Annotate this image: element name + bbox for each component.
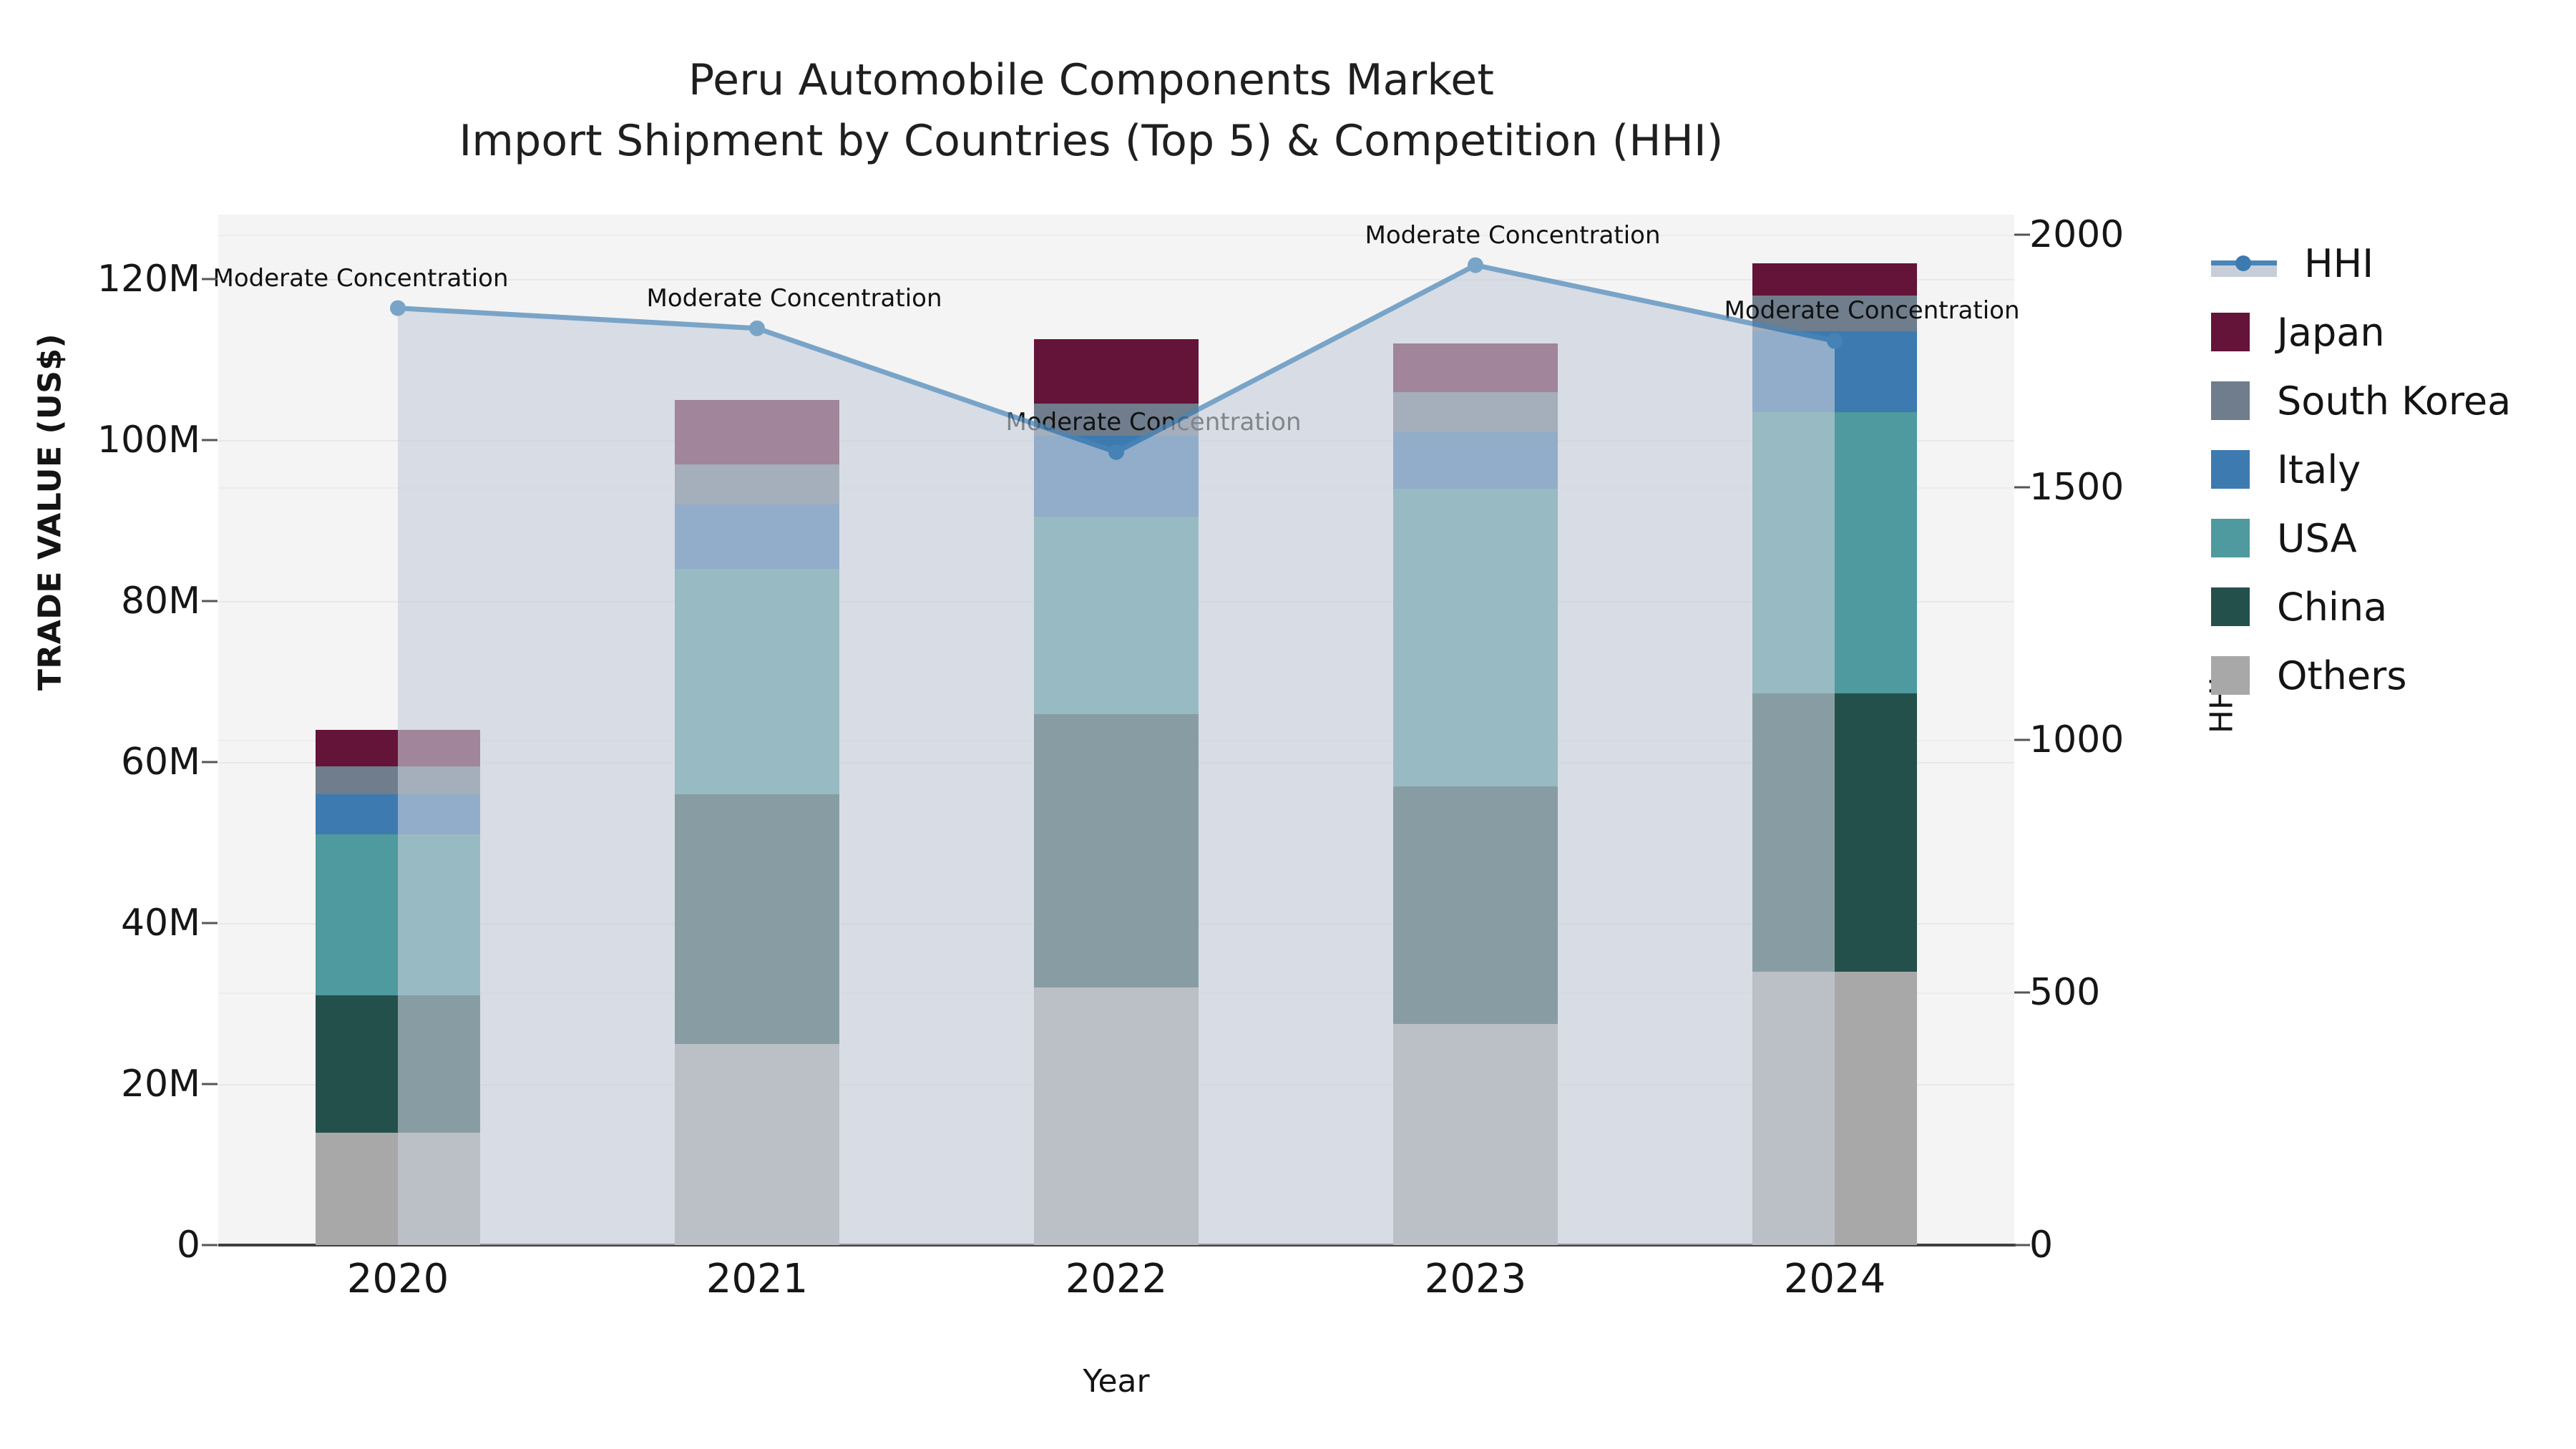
annotation-2024: Moderate Concentration [1724, 296, 2020, 326]
legend-color-swatch-icon [2211, 656, 2250, 695]
annotation-2022: Moderate Concentration [1005, 407, 1302, 436]
annotation-2023: Moderate Concentration [1365, 220, 1661, 250]
y-axis-left-tick-mark [202, 761, 218, 763]
bar-segment-south-korea[interactable] [1393, 391, 1558, 432]
bar-segment-south-korea[interactable] [316, 766, 480, 794]
bar-segment-china[interactable] [1393, 786, 1558, 1024]
legend-color-swatch-icon [2211, 587, 2250, 626]
legend-item-label: China [2277, 584, 2388, 630]
y-axis-right-tick-mark [2014, 738, 2030, 741]
bar-segment-italy[interactable] [1034, 436, 1199, 517]
bar-segment-others[interactable] [675, 1043, 839, 1245]
legend-item-label: HHI [2304, 240, 2374, 286]
y-axis-right-tick-mark [2014, 233, 2030, 236]
y-axis-right-tick-label: 1000 [2029, 718, 2124, 762]
x-axis-line [218, 1244, 2016, 1246]
bar-segment-others[interactable] [316, 1132, 480, 1245]
y-axis-right-tick-mark [2014, 486, 2030, 489]
legend-color-swatch-icon [2211, 450, 2250, 489]
bar-segment-japan[interactable] [1393, 343, 1558, 392]
bar-segment-china[interactable] [1034, 713, 1199, 987]
y-axis-left-tick-label: 60M [120, 741, 200, 784]
legend-item-label: USA [2277, 515, 2357, 561]
y-axis-left-tick-mark [202, 1244, 218, 1246]
legend-item-others[interactable]: Others [2211, 641, 2569, 710]
y-axis-right-tick-label: 500 [2029, 971, 2101, 1015]
legend-item-label: South Korea [2277, 378, 2512, 424]
bar-segment-japan[interactable] [1034, 339, 1199, 404]
bar-segment-china[interactable] [1752, 693, 1917, 972]
bar-segment-usa[interactable] [1034, 516, 1199, 714]
y-axis-left-tick-label: 40M [120, 902, 200, 945]
legend-item-hhi[interactable]: HHI [2211, 229, 2569, 298]
legend: HHI Japan South Korea Italy USA China Others [2211, 229, 2569, 710]
y-axis-right-tick-label: 0 [2029, 1224, 2054, 1267]
bar-group-2023[interactable] [1393, 215, 1558, 1245]
bar-segment-japan[interactable] [1752, 263, 1917, 296]
legend-color-swatch-icon [2211, 519, 2250, 557]
y-axis-left-tick-mark [202, 278, 218, 280]
bar-segment-others[interactable] [1752, 971, 1917, 1245]
annotation-2020: Moderate Concentration [213, 263, 509, 293]
y-axis-left-tick-mark [202, 922, 218, 924]
gridline-y-right [218, 235, 2014, 237]
chart-title-line-1: Peru Automobile Components Market [688, 55, 1495, 105]
bar-group-2022[interactable] [1034, 215, 1199, 1245]
bar-segment-japan[interactable] [316, 730, 480, 766]
bar-segment-others[interactable] [1393, 1023, 1558, 1245]
bar-segment-others[interactable] [1034, 987, 1199, 1245]
y-axis-left-title: TRADE VALUE (US$) [31, 333, 69, 691]
legend-item-south-korea[interactable]: South Korea [2211, 366, 2569, 435]
legend-item-japan[interactable]: Japan [2211, 298, 2569, 366]
bar-segment-usa[interactable] [1752, 411, 1917, 694]
bar-segment-china[interactable] [316, 995, 480, 1133]
y-axis-left-tick-label: 80M [120, 580, 200, 623]
bar-segment-south-korea[interactable] [675, 464, 839, 504]
legend-item-label: Others [2277, 653, 2407, 698]
bar-segment-italy[interactable] [1752, 331, 1917, 412]
bar-segment-italy[interactable] [316, 794, 480, 835]
annotation-2021: Moderate Concentration [646, 283, 942, 313]
legend-color-swatch-icon [2211, 313, 2250, 351]
chart-title-line-2: Import Shipment by Countries (Top 5) & C… [459, 116, 1724, 167]
bar-segment-italy[interactable] [675, 504, 839, 569]
legend-item-label: Italy [2277, 447, 2361, 492]
chart-title: Peru Automobile Components Market Import… [0, 50, 2182, 172]
legend-item-usa[interactable]: USA [2211, 504, 2569, 572]
bar-segment-usa[interactable] [675, 569, 839, 794]
y-axis-left-tick-mark [202, 1083, 218, 1085]
bar-group-2021[interactable] [675, 215, 839, 1245]
legend-item-china[interactable]: China [2211, 572, 2569, 641]
y-axis-left-tick-mark [202, 600, 218, 602]
bar-group-2020[interactable] [316, 215, 480, 1245]
y-axis-left-tick-label: 120M [97, 258, 200, 301]
y-axis-right-tick-label: 2000 [2029, 213, 2124, 257]
legend-item-italy[interactable]: Italy [2211, 435, 2569, 504]
x-axis-tick-label-2022: 2022 [1065, 1256, 1168, 1302]
bar-segment-usa[interactable] [316, 834, 480, 996]
bar-group-2024[interactable] [1752, 215, 1917, 1245]
x-axis-tick-label-2023: 2023 [1424, 1256, 1527, 1302]
y-axis-right-tick-label: 1500 [2029, 466, 2124, 509]
y-axis-right-tick-mark [2014, 991, 2030, 994]
x-axis-tick-label-2021: 2021 [706, 1256, 809, 1302]
bar-segment-japan[interactable] [675, 399, 839, 464]
legend-item-label: Japan [2277, 309, 2385, 355]
bar-segment-usa[interactable] [1393, 488, 1558, 786]
y-axis-left-tick-label: 100M [97, 419, 200, 462]
x-axis-tick-label-2024: 2024 [1783, 1256, 1886, 1302]
y-axis-left-tick-mark [202, 439, 218, 441]
y-axis-left-tick-label: 0 [176, 1224, 200, 1267]
x-axis-title: Year [1083, 1363, 1150, 1400]
y-axis-left-tick-label: 20M [120, 1063, 200, 1106]
legend-color-swatch-icon [2211, 381, 2250, 420]
bar-segment-china[interactable] [675, 794, 839, 1044]
x-axis-tick-label-2020: 2020 [346, 1256, 449, 1302]
y-axis-right-tick-mark [2014, 1244, 2030, 1246]
bar-segment-italy[interactable] [1393, 431, 1558, 489]
legend-line-swatch-icon [2211, 244, 2277, 283]
